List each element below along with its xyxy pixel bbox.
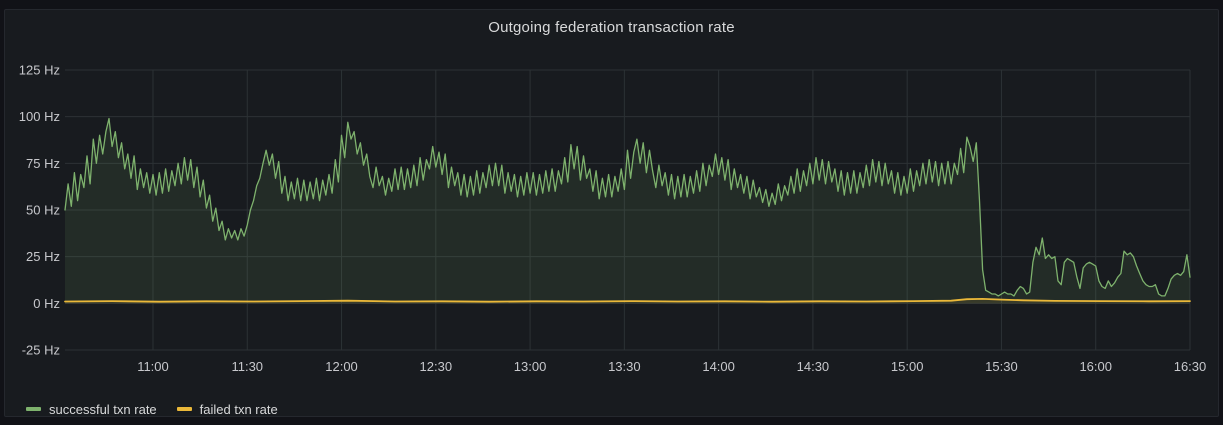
x-axis-tick-label: 12:00	[325, 359, 358, 374]
y-axis-tick-label: 50 Hz	[26, 203, 60, 218]
series-area-successful	[65, 118, 1190, 304]
legend-item-successful-txn-rate[interactable]: successful txn rate	[26, 402, 157, 417]
x-axis-tick-label: 11:00	[137, 359, 169, 374]
y-axis-tick-label: 25 Hz	[26, 249, 60, 264]
y-axis-tick-label: 0 Hz	[33, 296, 60, 311]
x-axis-tick-label: 12:30	[420, 359, 453, 374]
legend-label-successful[interactable]: successful txn rate	[49, 401, 157, 417]
legend: successful txn rate failed txn rate	[26, 399, 278, 419]
graph-panel: Outgoing federation transaction rate	[4, 9, 1219, 417]
x-axis-tick-label: 13:00	[514, 359, 547, 374]
x-axis-tick-label: 16:30	[1174, 359, 1207, 374]
legend-swatch-failed-icon	[176, 407, 192, 411]
x-axis-tick-label: 14:30	[797, 359, 830, 374]
y-axis-tick-label: 75 Hz	[26, 156, 60, 171]
series-line-successful	[64, 117, 1191, 297]
y-axis-tick-label: 100 Hz	[19, 109, 60, 124]
series-line-failed	[64, 297, 1191, 303]
legend-item-failed-txn-rate[interactable]: failed txn rate	[176, 401, 278, 417]
y-axis-tick-label: 125 Hz	[19, 63, 60, 78]
series-area-failed	[65, 298, 1190, 304]
x-axis-tick-label: 16:00	[1079, 359, 1112, 374]
y-axis-tick-label: -25 Hz	[22, 343, 60, 358]
x-axis-tick-label: 15:30	[985, 359, 1018, 374]
panel-header[interactable]: Outgoing federation transaction rate	[5, 10, 1218, 44]
legend-swatch-successful-icon	[26, 407, 41, 411]
legend-label-failed[interactable]: failed txn rate	[199, 401, 278, 417]
x-axis-tick-label: 14:00	[702, 359, 735, 374]
panel-title[interactable]: Outgoing federation transaction rate	[488, 18, 735, 36]
x-axis-tick-label: 15:00	[891, 359, 924, 374]
x-axis-tick-label: 11:30	[231, 359, 263, 374]
x-axis-tick-label: 13:30	[608, 359, 641, 374]
